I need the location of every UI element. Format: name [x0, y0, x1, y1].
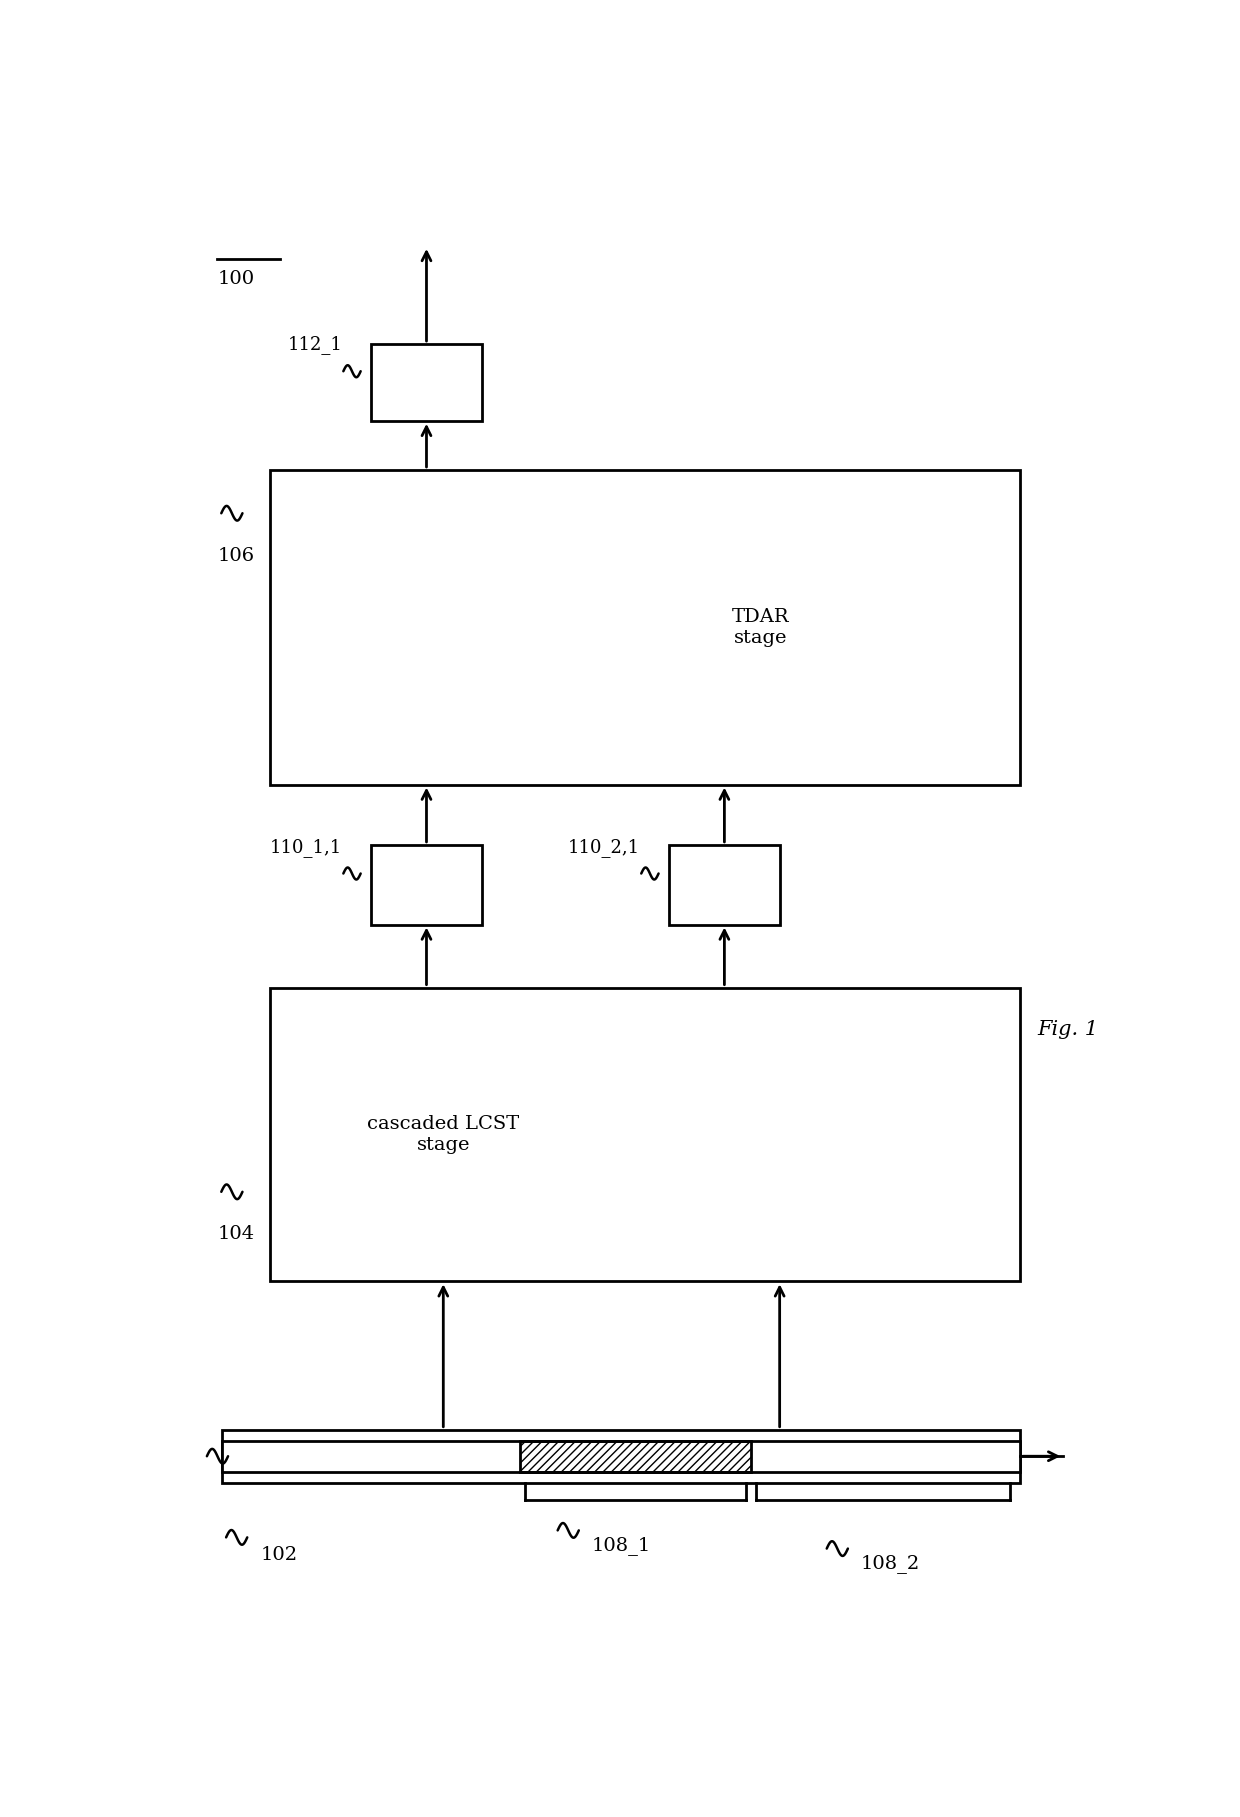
Bar — [270, 471, 1021, 785]
Text: 110_2,1: 110_2,1 — [568, 838, 640, 858]
Text: 112_1: 112_1 — [288, 336, 342, 354]
Text: 110_1,1: 110_1,1 — [270, 838, 342, 858]
Bar — [371, 343, 481, 422]
Bar — [371, 845, 481, 925]
Bar — [222, 1430, 1021, 1483]
Bar — [521, 1441, 751, 1472]
Text: 104: 104 — [217, 1225, 254, 1243]
Text: 108_1: 108_1 — [591, 1535, 651, 1555]
Bar — [222, 1441, 1021, 1472]
Text: 108_2: 108_2 — [861, 1554, 920, 1574]
Bar — [670, 845, 780, 925]
Text: cascaded LCST
stage: cascaded LCST stage — [367, 1116, 520, 1154]
Text: Fig. 1: Fig. 1 — [1038, 1019, 1099, 1039]
Text: 100: 100 — [217, 269, 254, 287]
Text: TDAR
stage: TDAR stage — [732, 609, 789, 647]
Bar — [270, 988, 1021, 1281]
Text: 106: 106 — [217, 547, 254, 565]
Text: 102: 102 — [260, 1546, 298, 1564]
